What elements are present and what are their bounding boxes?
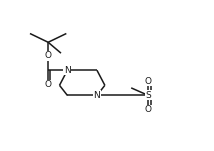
Text: O: O <box>145 77 152 86</box>
Text: O: O <box>45 80 52 89</box>
Text: O: O <box>45 51 52 60</box>
Text: S: S <box>146 91 151 100</box>
Text: O: O <box>145 105 152 114</box>
Text: N: N <box>64 66 71 75</box>
Text: N: N <box>94 91 100 100</box>
